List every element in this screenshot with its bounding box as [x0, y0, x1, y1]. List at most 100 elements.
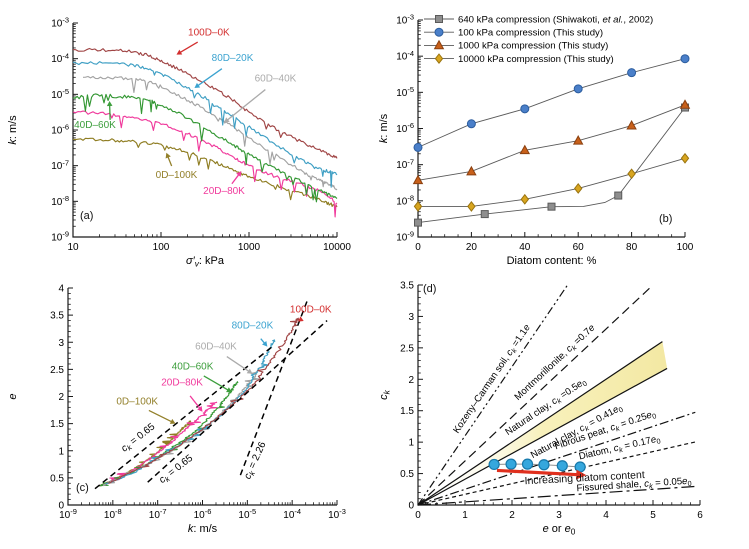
- annotation: 80D–20K: [232, 321, 274, 332]
- annotation: 20D–80K: [161, 378, 203, 389]
- y-tick-label: 1.5: [400, 406, 414, 417]
- y-tick-label: 0.5: [50, 473, 64, 484]
- y-axis-title: k: m/s: [7, 115, 19, 145]
- y-tick-label: 10-8: [51, 194, 69, 208]
- x-tick-label: 1000: [238, 242, 261, 253]
- y-tick-label: 10-4: [396, 49, 414, 63]
- panel-b-chart: 0 20 40 60 80 100 10-9 10-8 10-7 10-6 10-5 10-4 10-3…: [378, 13, 694, 267]
- y-tick-label: 10-7: [51, 158, 69, 172]
- square-marker: [414, 218, 422, 227]
- y-tick-label: 3.5: [50, 311, 64, 322]
- y-axis-title: ck: [378, 389, 391, 400]
- square-marker: [547, 202, 556, 211]
- x-tick-label: 20: [466, 242, 478, 253]
- x-tick-label: 60: [573, 242, 585, 253]
- x-tick-label: 10000: [323, 242, 351, 253]
- circle-marker: [573, 84, 583, 94]
- diamond-marker: [680, 152, 690, 164]
- panel-a-letter: (a): [80, 210, 94, 222]
- triangle-marker: [412, 174, 424, 185]
- arrow-head: [197, 406, 203, 412]
- y-tick-label: 3: [58, 338, 64, 349]
- triangle-marker: [626, 119, 637, 130]
- y-tick-label: 10-6: [51, 123, 69, 137]
- arrow-head: [576, 469, 587, 480]
- panel-d-letter: (d): [423, 283, 437, 295]
- annotation: ck = 0.65: [119, 421, 158, 455]
- x-axis-title: σ′v: kPa: [186, 255, 225, 268]
- x-tick-label: 4: [603, 510, 609, 521]
- reference-line: [417, 284, 568, 506]
- x-tick-label: 10-9: [59, 507, 77, 521]
- series-line-10000 kPa compression (This study): [418, 157, 686, 207]
- triangle-marker: [679, 99, 691, 109]
- x-tick-label: 10-3: [328, 507, 346, 521]
- series-0D–100K: [72, 137, 338, 210]
- data-dot: [488, 458, 500, 471]
- annotation: 100D–0K: [188, 27, 230, 38]
- series-80D–20K: [72, 61, 338, 188]
- x-axis-title: e or e0: [543, 523, 576, 536]
- square-marker: [435, 15, 443, 23]
- x-tick-label: 10-7: [149, 507, 167, 521]
- arrow-line: [225, 89, 266, 122]
- y-tick-label: 10-9: [396, 230, 414, 244]
- annotation: 40D–60K: [172, 361, 214, 372]
- panel-c-letter: (c): [76, 482, 89, 494]
- x-tick-label: 0: [415, 510, 421, 521]
- x-axis-title: k: m/s: [188, 523, 218, 535]
- triangle-marker: [572, 135, 584, 145]
- arrow-line: [496, 468, 581, 477]
- panel-c: 10-9 10-8 10-7 10-6 10-5 10-4 10-3 0 0.5 1 1.5 2 2.5…: [0, 275, 375, 549]
- reference-line: [417, 485, 696, 506]
- y-axis-title: e: [7, 393, 19, 399]
- legend-entry: 10000 kPa compression (This study): [458, 54, 614, 65]
- annotation: 0D–100K: [156, 170, 198, 181]
- arrow-head: [176, 49, 183, 55]
- x-tick-label: 0: [415, 242, 421, 253]
- y-tick-label: 2: [58, 392, 64, 403]
- y-tick-label: 2.5: [400, 343, 414, 354]
- y-tick-label: 10-7: [396, 157, 414, 171]
- series-100D–0K: [72, 47, 338, 159]
- y-tick-label: 10-9: [51, 230, 69, 244]
- circle-marker: [520, 104, 530, 114]
- annotation: 0D–100K: [116, 397, 158, 408]
- y-tick-label: 3.5: [400, 281, 414, 292]
- x-axis-title: Diatom content: %: [507, 255, 597, 267]
- x-tick-label: 10-6: [194, 507, 212, 521]
- x-tick-label: 10-5: [238, 507, 256, 521]
- arrow-head: [169, 418, 176, 424]
- natural-clay-band: [418, 341, 668, 505]
- y-tick-label: 10-5: [396, 85, 414, 99]
- data-dot: [521, 458, 534, 470]
- diamond-marker: [467, 201, 476, 212]
- square-marker: [614, 191, 623, 200]
- arrow-line: [189, 395, 202, 410]
- ck-reference-line: [239, 299, 309, 476]
- annotation: ck = 0.65: [157, 453, 196, 487]
- y-tick-label: 1.5: [50, 419, 64, 430]
- line-label: Fissured shale, ck = 0.05e0: [576, 476, 692, 496]
- series-line-1000 kPa compression (This study): [417, 104, 686, 181]
- x-tick-label: 80: [626, 242, 638, 253]
- arrow-head: [224, 117, 230, 123]
- arrow-head: [236, 171, 242, 177]
- reference-line: [417, 367, 668, 506]
- arrow-line: [196, 68, 223, 87]
- x-tick-label: 10-8: [104, 507, 122, 521]
- ck-reference-line: [147, 319, 328, 483]
- diamond-marker: [520, 193, 530, 205]
- legend-entry: 1000 kPa compression (This study): [458, 41, 608, 52]
- data-dot: [556, 460, 568, 472]
- x-tick-label: 10-4: [283, 507, 301, 521]
- arrow-line: [226, 355, 251, 373]
- annotation: 60D–40K: [255, 73, 297, 84]
- arrow-head: [194, 82, 201, 89]
- circle-marker: [413, 142, 423, 152]
- arrow-head: [106, 101, 113, 107]
- series-80D–20K: [105, 339, 276, 485]
- x-tick-label: 40: [519, 242, 531, 253]
- series-line-100 kPa compression (This study): [417, 58, 686, 148]
